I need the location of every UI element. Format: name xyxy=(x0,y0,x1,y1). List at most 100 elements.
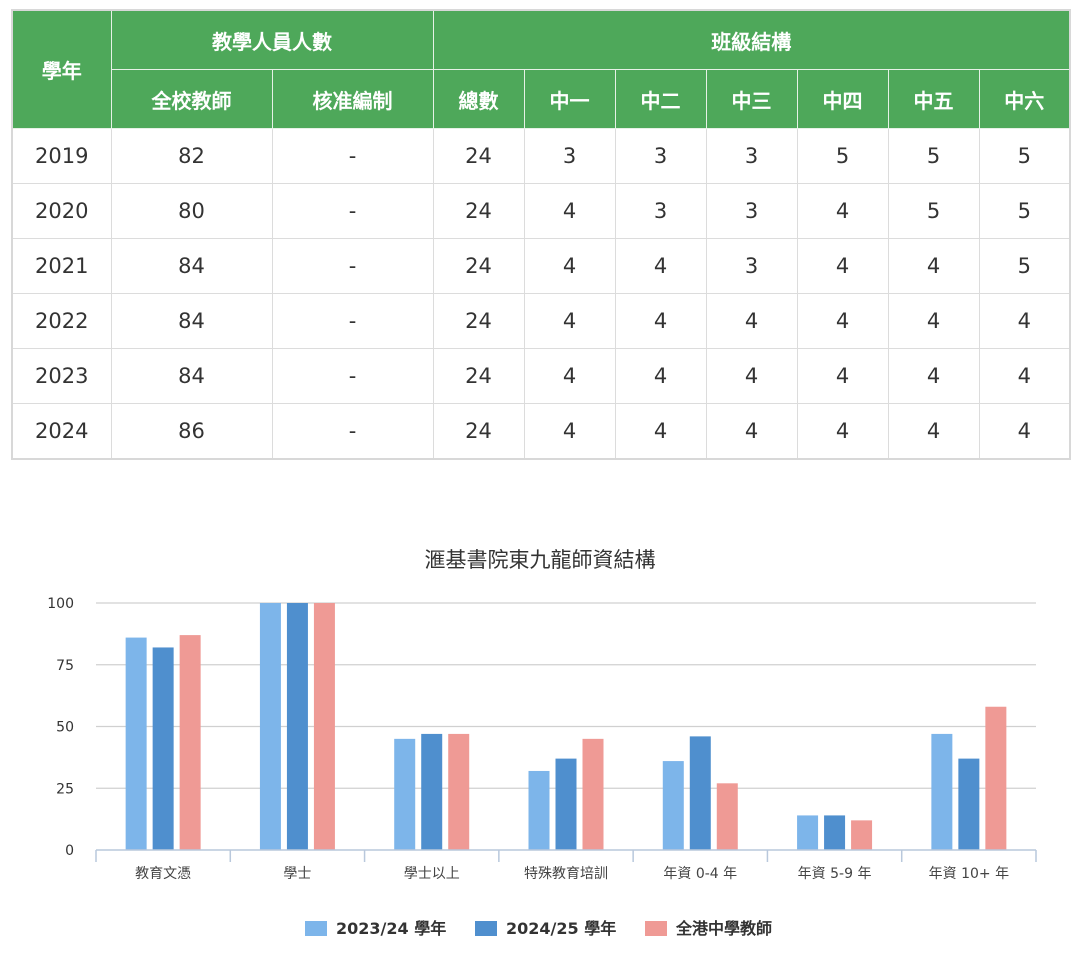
y-tick-label: 0 xyxy=(65,843,74,859)
cell-s6: 5 xyxy=(978,183,1071,239)
header-year: 學年 xyxy=(11,9,112,129)
bar xyxy=(152,647,174,850)
cell-s1: 4 xyxy=(523,403,616,460)
staff-class-table-container: 學年 教學人員人數 班級結構 全校教師 核准編制 總數 中一 中二 中三 中四 … xyxy=(11,9,1072,460)
cell-approved-establishment: - xyxy=(271,183,434,239)
cell-total-classes: 24 xyxy=(432,403,525,460)
cell-s4: 4 xyxy=(796,238,889,294)
bar xyxy=(662,761,684,850)
row-year: 2021 xyxy=(11,238,112,294)
bar xyxy=(824,815,846,850)
cell-total-classes: 24 xyxy=(432,128,525,184)
row-year: 2023 xyxy=(11,348,112,404)
cell-s6: 4 xyxy=(978,293,1071,349)
cell-s5: 4 xyxy=(887,348,980,404)
table-row: 2019 82 - 24 3 3 3 5 5 5 xyxy=(11,128,1071,184)
cell-s1: 4 xyxy=(523,238,616,294)
legend-swatch xyxy=(475,921,497,936)
table-row: 2020 80 - 24 4 3 3 4 5 5 xyxy=(11,183,1071,239)
header-total-classes: 總數 xyxy=(432,69,525,129)
cell-approved-establishment: - xyxy=(271,238,434,294)
bar xyxy=(555,758,577,850)
cell-all-teachers: 84 xyxy=(110,293,273,349)
bar xyxy=(421,733,443,850)
row-year: 2019 xyxy=(11,128,112,184)
legend-label[interactable]: 全港中學教師 xyxy=(675,919,772,938)
header-classes-group: 班級結構 xyxy=(432,9,1071,70)
x-tick-label: 特殊教育培訓 xyxy=(524,866,608,882)
table-row: 2023 84 - 24 4 4 4 4 4 4 xyxy=(11,348,1071,404)
bar xyxy=(448,733,470,850)
cell-s6: 5 xyxy=(978,238,1071,294)
y-tick-label: 75 xyxy=(56,658,74,674)
legend-swatch xyxy=(305,921,327,936)
cell-approved-establishment: - xyxy=(271,293,434,349)
row-year: 2022 xyxy=(11,293,112,349)
row-year: 2020 xyxy=(11,183,112,239)
bar xyxy=(313,603,335,850)
header-approved-establishment: 核准編制 xyxy=(271,69,434,129)
cell-s2: 4 xyxy=(614,403,707,460)
bar xyxy=(958,758,980,850)
cell-s4: 4 xyxy=(796,293,889,349)
header-all-teachers: 全校教師 xyxy=(110,69,273,129)
cell-approved-establishment: - xyxy=(271,348,434,404)
x-tick-label: 年資 5-9 年 xyxy=(798,866,872,882)
cell-total-classes: 24 xyxy=(432,238,525,294)
cell-total-classes: 24 xyxy=(432,183,525,239)
cell-total-classes: 24 xyxy=(432,293,525,349)
bar xyxy=(179,635,201,850)
bar xyxy=(931,733,953,850)
chart-title: 滙基書院東九龍師資結構 xyxy=(425,548,656,572)
bar xyxy=(394,738,416,850)
cell-s4: 4 xyxy=(796,183,889,239)
cell-s1: 3 xyxy=(523,128,616,184)
legend-swatch xyxy=(645,921,667,936)
cell-all-teachers: 84 xyxy=(110,238,273,294)
bar xyxy=(259,603,281,850)
cell-s5: 4 xyxy=(887,403,980,460)
legend-label[interactable]: 2024/25 學年 xyxy=(506,919,616,938)
header-s2: 中二 xyxy=(614,69,707,129)
y-tick-label: 25 xyxy=(56,781,74,797)
table-row: 2024 86 - 24 4 4 4 4 4 4 xyxy=(11,403,1071,460)
cell-s5: 5 xyxy=(887,183,980,239)
cell-s5: 4 xyxy=(887,238,980,294)
cell-s4: 4 xyxy=(796,403,889,460)
header-s6: 中六 xyxy=(978,69,1071,129)
header-s1: 中一 xyxy=(523,69,616,129)
cell-s4: 5 xyxy=(796,128,889,184)
x-tick-label: 年資 10+ 年 xyxy=(929,866,1009,882)
teacher-profile-chart: 滙基書院東九龍師資結構 0 25 50 75 100 教育文憑 學士 學士以上 特殊教育培訓 年資… xyxy=(0,530,1080,950)
cell-s2: 4 xyxy=(614,238,707,294)
bar xyxy=(689,736,711,850)
cell-s1: 4 xyxy=(523,293,616,349)
cell-all-teachers: 84 xyxy=(110,348,273,404)
cell-approved-establishment: - xyxy=(271,403,434,460)
bar xyxy=(125,637,147,850)
cell-total-classes: 24 xyxy=(432,348,525,404)
cell-s2: 3 xyxy=(614,128,707,184)
staff-class-table: 學年 教學人員人數 班級結構 全校教師 核准編制 總數 中一 中二 中三 中四 … xyxy=(11,9,1072,460)
header-s5: 中五 xyxy=(887,69,980,129)
cell-all-teachers: 82 xyxy=(110,128,273,184)
cell-s2: 4 xyxy=(614,348,707,404)
cell-s3: 4 xyxy=(705,293,798,349)
cell-s2: 3 xyxy=(614,183,707,239)
bar xyxy=(286,603,308,850)
table-row: 2022 84 - 24 4 4 4 4 4 4 xyxy=(11,293,1071,349)
cell-s3: 3 xyxy=(705,238,798,294)
legend-label[interactable]: 2023/24 學年 xyxy=(336,919,446,938)
x-tick-label: 年資 0-4 年 xyxy=(663,866,737,882)
x-tick-label: 學士 xyxy=(283,866,311,882)
cell-s4: 4 xyxy=(796,348,889,404)
cell-s3: 4 xyxy=(705,403,798,460)
bar xyxy=(851,820,873,850)
cell-all-teachers: 80 xyxy=(110,183,273,239)
cell-s3: 4 xyxy=(705,348,798,404)
cell-s6: 4 xyxy=(978,403,1071,460)
cell-approved-establishment: - xyxy=(271,128,434,184)
cell-all-teachers: 86 xyxy=(110,403,273,460)
header-s4: 中四 xyxy=(796,69,889,129)
cell-s6: 5 xyxy=(978,128,1071,184)
